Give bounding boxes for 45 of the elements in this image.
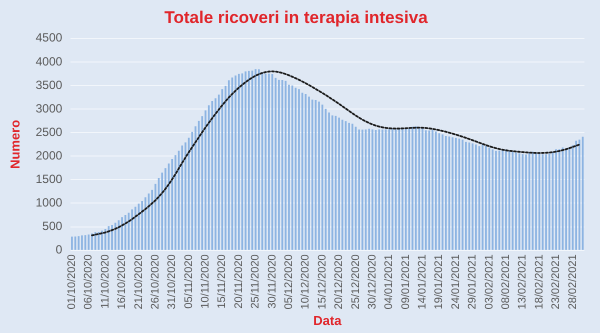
y-tick-label: 500	[42, 219, 63, 234]
y-axis-title: Numero	[7, 120, 22, 169]
x-tick-label: 26/10/2020	[149, 254, 162, 310]
x-tick-label: 20/12/2020	[333, 254, 346, 310]
y-tick-label: 0	[56, 242, 63, 257]
x-tick-label: 05/12/2020	[283, 254, 295, 310]
x-tick-label: 30/11/2020	[266, 254, 278, 309]
x-tick-label: 21/10/2020	[132, 254, 145, 310]
x-tick-label: 18/02/2021	[533, 254, 546, 310]
x-tick-label: 10/11/2020	[200, 254, 212, 309]
x-tick-label: 30/12/2020	[366, 254, 378, 310]
x-tick-label: 14/01/2021	[416, 254, 429, 310]
x-tick-label: 28/02/2021	[566, 254, 579, 310]
line-series	[91, 70, 580, 236]
x-tick-label: 16/10/2020	[116, 254, 128, 310]
x-tick-label: 13/02/2021	[516, 254, 529, 310]
y-tick-label: 3000	[36, 101, 63, 116]
x-tick-label: 08/02/2021	[500, 254, 512, 310]
x-tick-label: 15/12/2020	[316, 254, 328, 310]
x-tick-label: 10/12/2020	[300, 254, 312, 310]
x-tick-label: 09/01/2021	[400, 254, 412, 310]
x-tick-label: 06/10/2020	[82, 254, 95, 310]
y-tick-label: 2000	[36, 148, 63, 162]
x-tick-label: 04/01/2021	[383, 254, 396, 310]
x-tick-label: 11/10/2020	[99, 254, 112, 309]
x-tick-label: 03/02/2021	[483, 254, 496, 310]
y-tick-label: 4000	[36, 54, 63, 68]
x-tick-label: 23/02/2021	[550, 254, 562, 310]
y-tick-label: 4500	[36, 30, 63, 45]
y-tick-label: 3500	[36, 78, 63, 92]
y-tick-label: 2500	[36, 124, 63, 139]
x-tick-label: 25/11/2020	[250, 254, 262, 309]
x-tick-label: 31/10/2020	[166, 254, 178, 310]
x-tick-label: 29/01/2021	[466, 254, 479, 310]
x-tick-label: 24/01/2021	[450, 254, 462, 310]
x-axis-title: Data	[313, 312, 342, 328]
x-tick-label: 05/11/2020	[182, 254, 195, 309]
y-tick-label: 1500	[36, 172, 63, 186]
x-tick-label: 25/12/2020	[350, 254, 362, 310]
chart-title: Totale ricoveri in terapia intesiva	[164, 8, 428, 27]
y-tick-label: 1000	[36, 196, 63, 210]
x-tick-label: 01/10/2020	[66, 254, 78, 310]
x-tick-label: 20/11/2020	[232, 254, 245, 309]
x-tick-label: 15/11/2020	[216, 254, 228, 309]
x-tick-label: 19/01/2021	[433, 254, 446, 310]
